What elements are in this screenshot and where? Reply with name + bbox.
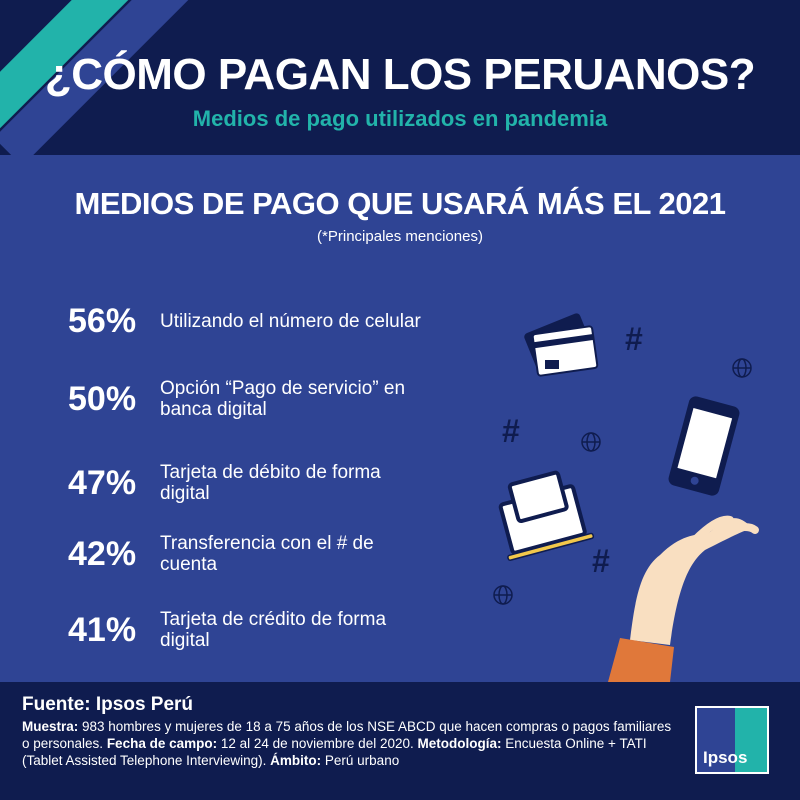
source-title: Fuente: Ipsos Perú	[22, 694, 194, 715]
sample-label: Muestra:	[22, 719, 79, 734]
percent: 41%	[68, 610, 137, 649]
page-title: ¿CÓMO PAGAN LOS PERUANOS?	[44, 50, 756, 99]
page-subtitle: Medios de pago utilizados en pandemia	[192, 106, 608, 131]
list-item: 47% Tarjeta de débito de forma digital	[68, 462, 430, 504]
hashtag-icon: #	[592, 543, 610, 579]
percent: 47%	[68, 463, 137, 502]
list-item: 41% Tarjeta de crédito de forma digital	[68, 609, 430, 651]
logo-text: Ipsos	[703, 748, 748, 767]
percent: 42%	[68, 534, 137, 573]
percent: 56%	[68, 302, 137, 340]
hand-icon	[608, 515, 759, 682]
globe-icon	[581, 432, 601, 452]
method-label: Metodología:	[417, 736, 502, 751]
label: Tarjeta de débito de forma digital	[160, 462, 381, 504]
smartphone-icon	[668, 396, 740, 496]
label: Tarjeta de crédito de forma digital	[160, 609, 387, 651]
list-item: 42% Transferencia con el # de cuenta	[68, 533, 430, 575]
globe-icon	[732, 358, 752, 378]
date-label: Fecha de campo:	[106, 736, 218, 751]
date-text: 12 al 24 de noviembre del 2020.	[217, 736, 418, 751]
credit-card-icon	[524, 313, 599, 377]
list-item: 56% Utilizando el número de celular	[68, 302, 430, 341]
section-note: (*Principales menciones)	[317, 228, 483, 245]
section-title: MEDIOS DE PAGO QUE USARÁ MÁS EL 2021	[74, 186, 726, 221]
footer: Fuente: Ipsos Perú Muestra: 983 hombres …	[0, 682, 800, 800]
percent: 50%	[68, 379, 137, 418]
label: Utilizando el número de celular	[160, 311, 421, 332]
header: ¿CÓMO PAGAN LOS PERUANOS? Medios de pago…	[0, 0, 800, 155]
ipsos-logo: Ipsos	[695, 706, 769, 774]
illustration: # # #	[493, 313, 759, 682]
laptop-chat-icon	[498, 470, 595, 561]
label: Opción “Pago de servicio” en banca digit…	[160, 378, 406, 420]
scope-text: Perú urbano	[321, 753, 400, 768]
sample-text: 983 hombres y mujeres de 18 a 75 años de…	[22, 719, 672, 751]
scope-label: Ámbito:	[270, 753, 322, 768]
methodology-text: Muestra: 983 hombres y mujeres de 18 a 7…	[22, 718, 672, 769]
method-text: Encuesta Online + TATI (Tablet Assisted …	[22, 736, 647, 768]
list-item: 50% Opción “Pago de servicio” en banca di…	[68, 378, 430, 420]
label: Transferencia con el # de cuenta	[160, 533, 374, 575]
hashtag-icon: #	[502, 413, 520, 449]
globe-icon	[493, 585, 513, 605]
hashtag-icon: #	[625, 321, 643, 357]
